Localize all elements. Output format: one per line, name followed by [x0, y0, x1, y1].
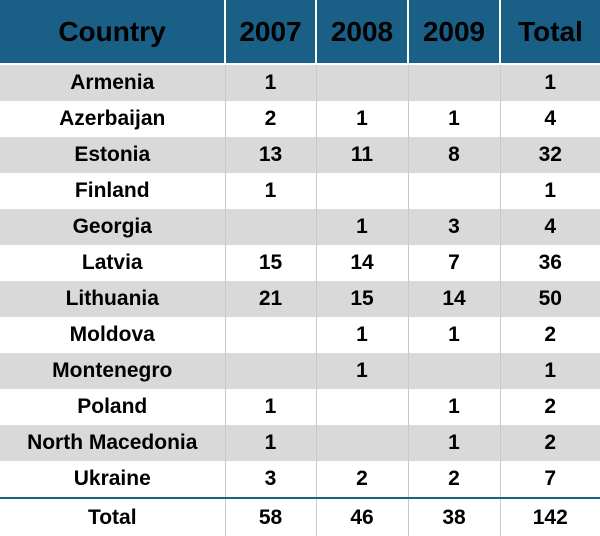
- year-2007-cell: 1: [225, 173, 317, 209]
- year-2009-cell: 3: [408, 209, 501, 245]
- year-2009-cell: 7: [408, 245, 501, 281]
- total-cell: 2: [500, 389, 600, 425]
- total-cell: 7: [500, 461, 600, 498]
- table-row: Montenegro 1 1: [0, 353, 600, 389]
- total-cell: 32: [500, 137, 600, 173]
- total-cell: 50: [500, 281, 600, 317]
- total-label: Total: [0, 497, 226, 536]
- country-cell: Moldova: [0, 317, 226, 353]
- year-2008-cell: 11: [316, 137, 409, 173]
- total-2007: 58: [225, 497, 317, 536]
- table-row: Finland 1 1: [0, 173, 600, 209]
- total-cell: 4: [500, 101, 600, 137]
- header-2009: 2009: [408, 0, 501, 65]
- year-2007-cell: 1: [225, 64, 317, 101]
- table-header: Country 2007 2008 2009 Total: [0, 0, 600, 65]
- year-2008-cell: 15: [316, 281, 409, 317]
- table-row: Ukraine 3 2 2 7: [0, 461, 600, 498]
- year-2009-cell: 1: [408, 101, 501, 137]
- table-row: North Macedonia 1 1 2: [0, 425, 600, 461]
- country-cell: Poland: [0, 389, 226, 425]
- header-2008: 2008: [316, 0, 409, 65]
- year-2007-cell: [225, 353, 317, 389]
- year-2008-cell: [316, 389, 409, 425]
- year-2008-cell: 2: [316, 461, 409, 498]
- country-cell: Georgia: [0, 209, 226, 245]
- year-2007-cell: 21: [225, 281, 317, 317]
- table-row: Azerbaijan 2 1 1 4: [0, 101, 600, 137]
- table-row: Moldova 1 1 2: [0, 317, 600, 353]
- year-2007-cell: 2: [225, 101, 317, 137]
- total-grand: 142: [500, 497, 600, 536]
- country-cell: Estonia: [0, 137, 226, 173]
- year-2009-cell: [408, 173, 501, 209]
- table-footer: Total 58 46 38 142: [0, 497, 600, 536]
- year-2008-cell: 1: [316, 353, 409, 389]
- year-2009-cell: 1: [408, 389, 501, 425]
- year-2007-cell: 15: [225, 245, 317, 281]
- year-2009-cell: 1: [408, 425, 501, 461]
- total-cell: 36: [500, 245, 600, 281]
- year-2009-cell: 1: [408, 317, 501, 353]
- year-2007-cell: [225, 317, 317, 353]
- table-row: Poland 1 1 2: [0, 389, 600, 425]
- year-2009-cell: 2: [408, 461, 501, 498]
- year-2007-cell: 13: [225, 137, 317, 173]
- year-2008-cell: [316, 425, 409, 461]
- total-cell: 2: [500, 317, 600, 353]
- total-2008: 46: [316, 497, 409, 536]
- header-row: Country 2007 2008 2009 Total: [0, 0, 600, 65]
- country-cell: North Macedonia: [0, 425, 226, 461]
- year-2007-cell: [225, 209, 317, 245]
- year-2008-cell: 14: [316, 245, 409, 281]
- total-cell: 2: [500, 425, 600, 461]
- total-cell: 1: [500, 353, 600, 389]
- year-2007-cell: 1: [225, 425, 317, 461]
- total-2009: 38: [408, 497, 501, 536]
- year-2009-cell: 8: [408, 137, 501, 173]
- year-2008-cell: 1: [316, 209, 409, 245]
- country-cell: Azerbaijan: [0, 101, 226, 137]
- year-2009-cell: 14: [408, 281, 501, 317]
- country-cell: Finland: [0, 173, 226, 209]
- table-row: Georgia 1 3 4: [0, 209, 600, 245]
- country-cell: Armenia: [0, 64, 226, 101]
- country-cell: Ukraine: [0, 461, 226, 498]
- table-row: Armenia 1 1: [0, 64, 600, 101]
- year-2008-cell: [316, 173, 409, 209]
- total-cell: 4: [500, 209, 600, 245]
- year-2007-cell: 1: [225, 389, 317, 425]
- year-2008-cell: 1: [316, 101, 409, 137]
- header-2007: 2007: [225, 0, 317, 65]
- country-cell: Lithuania: [0, 281, 226, 317]
- header-total: Total: [500, 0, 600, 65]
- table-body: Armenia 1 1 Azerbaijan 2 1 1 4 Estonia 13 11 8 32 Fin…: [0, 64, 600, 498]
- year-2008-cell: [316, 64, 409, 101]
- table-row: Lithuania 21 15 14 50: [0, 281, 600, 317]
- country-cell: Montenegro: [0, 353, 226, 389]
- year-2007-cell: 3: [225, 461, 317, 498]
- total-cell: 1: [500, 64, 600, 101]
- header-country: Country: [0, 0, 226, 65]
- table-row: Latvia 15 14 7 36: [0, 245, 600, 281]
- country-cell: Latvia: [0, 245, 226, 281]
- table-row: Estonia 13 11 8 32: [0, 137, 600, 173]
- year-2009-cell: [408, 64, 501, 101]
- year-2009-cell: [408, 353, 501, 389]
- total-cell: 1: [500, 173, 600, 209]
- year-2008-cell: 1: [316, 317, 409, 353]
- total-row: Total 58 46 38 142: [0, 497, 600, 536]
